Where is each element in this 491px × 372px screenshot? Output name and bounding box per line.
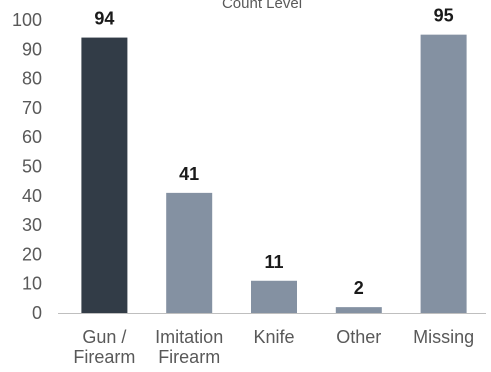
y-tick-label: 80 [22, 69, 42, 89]
x-tick-label-line: Firearm [73, 347, 135, 367]
y-tick-label: 70 [22, 98, 42, 118]
x-tick-label-line: Gun / [82, 327, 126, 347]
bar [166, 192, 213, 313]
chart-title: Count Level [222, 0, 302, 12]
data-label: 11 [264, 252, 283, 272]
data-label: 95 [434, 6, 454, 26]
y-axis: 0 10 20 30 40 50 60 70 80 90 100 [12, 10, 42, 323]
y-tick-label: 60 [22, 127, 42, 147]
x-tick-label-line: Missing [413, 327, 474, 347]
bars [81, 34, 467, 314]
y-tick-label: 100 [12, 10, 42, 30]
x-tick-label-line: Firearm [158, 347, 220, 367]
y-tick-label: 50 [22, 157, 42, 177]
x-tick-label-line: Other [336, 327, 381, 347]
data-label: 94 [94, 9, 114, 29]
x-tick-label: Gun / Firearm [73, 327, 135, 367]
x-tick-label-line: Knife [253, 327, 294, 347]
bar [81, 37, 128, 313]
y-tick-label: 90 [22, 39, 42, 59]
x-tick-label: Missing [413, 327, 474, 347]
x-tick-label: Other [336, 327, 381, 347]
y-tick-label: 10 [22, 274, 42, 294]
bar [335, 307, 382, 313]
x-tick-label: Imitation Firearm [155, 327, 223, 367]
y-tick-label: 30 [22, 215, 42, 235]
x-tick-label: Knife [253, 327, 294, 347]
y-tick-label: 20 [22, 244, 42, 264]
x-tick-label-line: Imitation [155, 327, 223, 347]
bar [420, 34, 467, 314]
y-tick-label: 40 [22, 186, 42, 206]
bar [251, 280, 297, 313]
y-tick-label: 0 [32, 303, 42, 323]
data-label: 2 [354, 278, 364, 298]
data-label: 41 [179, 164, 199, 184]
data-labels: 94 41 11 2 95 [94, 6, 453, 298]
